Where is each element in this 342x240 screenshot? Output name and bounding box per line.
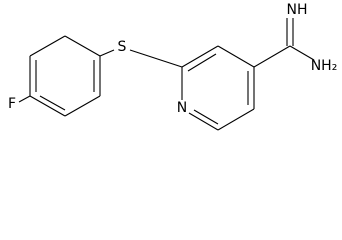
bond	[217, 45, 255, 68]
bond-inner	[187, 53, 217, 72]
bond	[29, 35, 66, 57]
atom-label: NH	[287, 2, 308, 18]
bond	[289, 45, 315, 61]
atom-label: S	[118, 39, 127, 55]
atom-label: NH₂	[311, 58, 338, 74]
structure-diagram: F S N NH NH₂	[8, 2, 337, 131]
atom-labels: F S N NH NH₂	[8, 2, 337, 116]
bond	[29, 95, 66, 117]
bond-inner	[193, 109, 219, 125]
bond	[217, 108, 255, 131]
bond	[18, 95, 31, 103]
bond	[188, 112, 219, 131]
bond	[99, 49, 115, 57]
page: {"atoms": [{"label": "F"}, {"label": "S"…	[7, 2, 338, 131]
atom-label: F	[8, 96, 16, 112]
bond	[253, 45, 291, 68]
bond-inner	[39, 95, 66, 111]
atom-label: N	[177, 100, 187, 116]
bond	[181, 45, 219, 68]
bond	[64, 95, 101, 117]
bond	[129, 49, 183, 68]
bonds	[18, 18, 315, 131]
bond	[64, 35, 101, 57]
